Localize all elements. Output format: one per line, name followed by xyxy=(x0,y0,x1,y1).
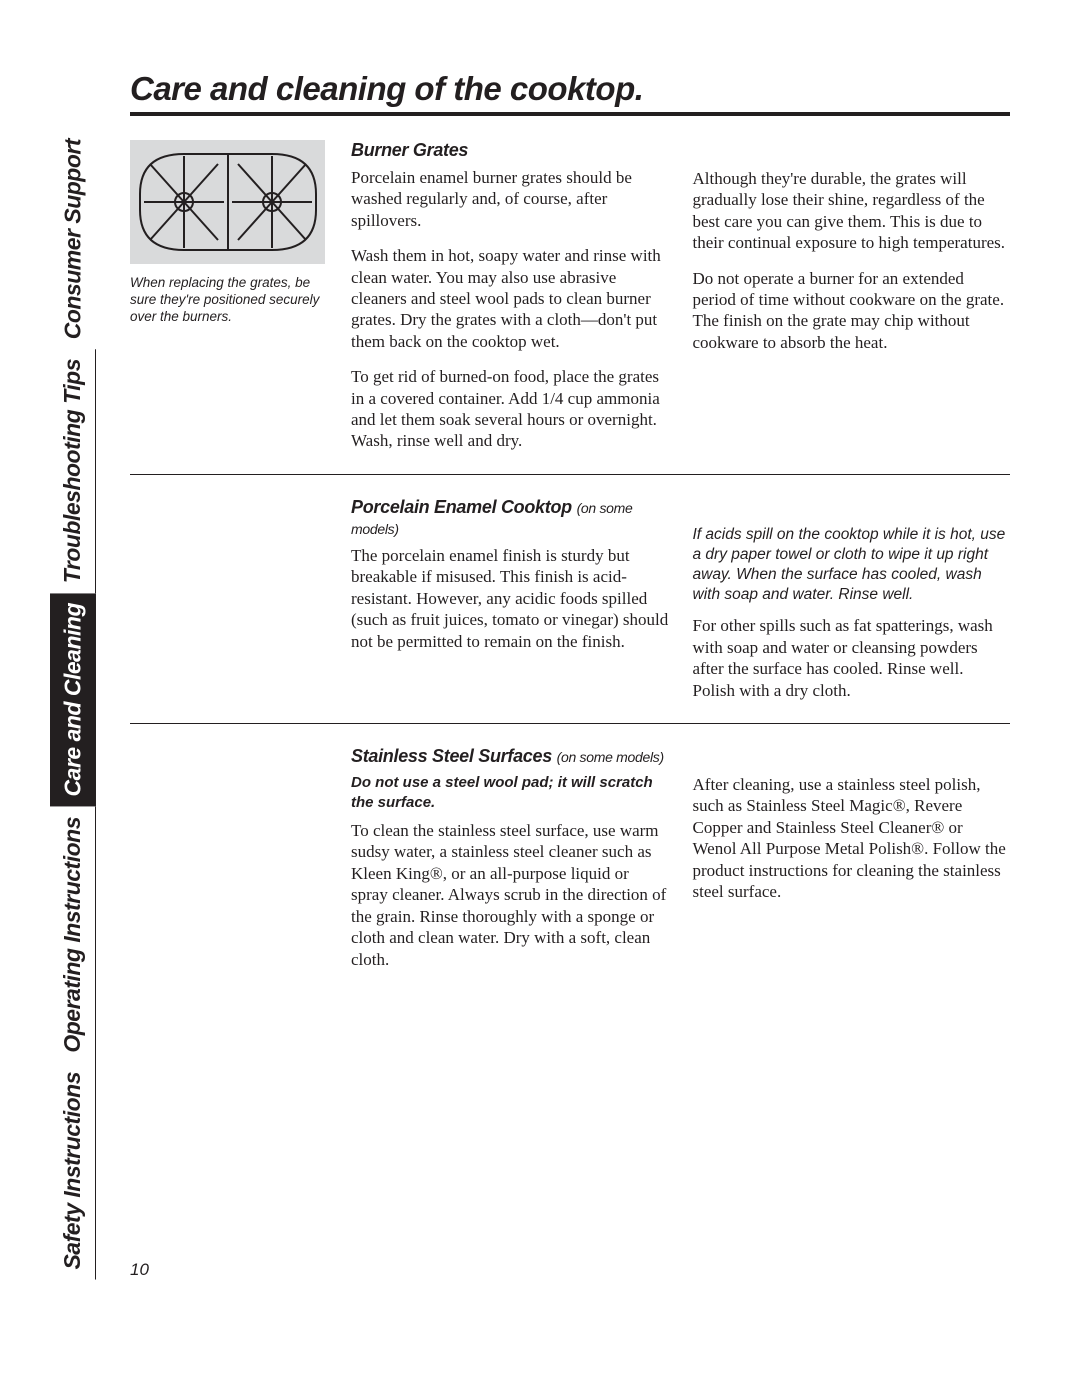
heading-text: Porcelain Enamel Cooktop xyxy=(351,497,572,517)
tab-safety: Safety Instructions xyxy=(50,1062,96,1280)
italic-callout: If acids spill on the cooktop while it i… xyxy=(693,525,1011,606)
body-text: For other spills such as fat spatterings… xyxy=(693,615,1011,701)
title-rule xyxy=(130,112,1010,116)
stainless-col1: Stainless Steel Surfaces (on some models… xyxy=(351,746,669,970)
body-text: Wash them in hot, soapy water and rinse … xyxy=(351,245,669,352)
body-text: Although they're durable, the grates wil… xyxy=(693,168,1011,254)
section-burner-grates: When replacing the grates, be sure they'… xyxy=(130,140,1010,452)
grate-image-column: When replacing the grates, be sure they'… xyxy=(130,140,325,452)
section-divider xyxy=(130,723,1010,724)
stainless-col2: After cleaning, use a stainless steel po… xyxy=(693,746,1011,970)
body-text: To get rid of burned-on food, place the … xyxy=(351,366,669,452)
body-text: The porcelain enamel finish is sturdy bu… xyxy=(351,545,669,652)
page-number: 10 xyxy=(130,1260,149,1280)
warning-text: Do not use a steel wool pad; it will scr… xyxy=(351,773,669,812)
porcelain-col2: If acids spill on the cooktop while it i… xyxy=(693,497,1011,701)
body-text: Porcelain enamel burner grates should be… xyxy=(351,167,669,231)
page-title: Care and cleaning of the cooktop. xyxy=(130,70,1010,108)
section-porcelain: Porcelain Enamel Cooktop (on some models… xyxy=(130,497,1010,701)
body-text: To clean the stainless steel surface, us… xyxy=(351,820,669,970)
stainless-heading: Stainless Steel Surfaces (on some models… xyxy=(351,746,669,767)
burner-grate-illustration xyxy=(130,140,325,264)
heading-text: Stainless Steel Surfaces xyxy=(351,746,552,766)
body-text: Do not operate a burner for an extended … xyxy=(693,268,1011,354)
burner-col1: Burner Grates Porcelain enamel burner gr… xyxy=(351,140,669,452)
side-tabs: Safety Instructions Operating Instructio… xyxy=(50,70,96,1280)
tab-consumer-support: Consumer Support xyxy=(50,129,96,349)
porcelain-heading: Porcelain Enamel Cooktop (on some models… xyxy=(351,497,669,539)
tab-care-cleaning: Care and Cleaning xyxy=(50,593,96,806)
tab-operating: Operating Instructions xyxy=(50,807,96,1063)
section-stainless: Stainless Steel Surfaces (on some models… xyxy=(130,746,1010,970)
body-text: After cleaning, use a stainless steel po… xyxy=(693,774,1011,902)
tab-troubleshooting: Troubleshooting Tips xyxy=(50,349,96,593)
grate-caption: When replacing the grates, be sure they'… xyxy=(130,275,325,326)
page-content: Care and cleaning of the cooktop. xyxy=(100,70,1010,980)
burner-grates-heading: Burner Grates xyxy=(351,140,669,161)
burner-col2: Although they're durable, the grates wil… xyxy=(693,140,1011,452)
section-divider xyxy=(130,474,1010,475)
heading-note: (on some models) xyxy=(557,749,664,765)
porcelain-col1: Porcelain Enamel Cooktop (on some models… xyxy=(351,497,669,701)
